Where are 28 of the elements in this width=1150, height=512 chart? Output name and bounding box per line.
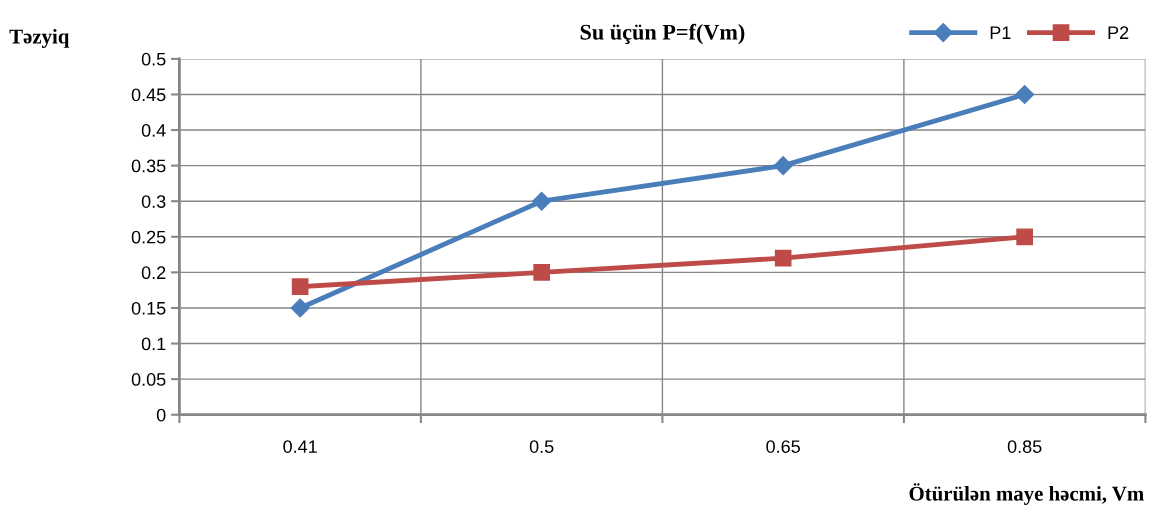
x-tick-label: 0.41 (283, 440, 317, 453)
legend-label: P2 (1108, 26, 1129, 39)
y-tick-label: 0.35 (131, 159, 166, 173)
y-tick-label: 0.1 (141, 337, 166, 351)
point (774, 249, 792, 267)
point (290, 298, 310, 318)
y-axis-title: Təzyiq (9, 28, 70, 48)
y-tick-label: 0.3 (141, 195, 166, 208)
x-tick-label: 0.5 (529, 440, 554, 453)
x-axis-title: Ötürülən maye həcmi, Vm (909, 483, 1144, 505)
legend-label: P1 (990, 26, 1011, 39)
y-tick-label: 0.05 (131, 373, 166, 386)
y-tick-label: 0.45 (131, 88, 166, 102)
y-tick-label: 0.15 (131, 301, 166, 315)
y-tick-label: 0.25 (131, 230, 166, 244)
point (773, 156, 793, 176)
y-tick-label: 0.4 (141, 123, 166, 137)
y-tick-label: 0.2 (141, 266, 166, 280)
x-tick-label: 0.85 (1007, 440, 1042, 453)
point (532, 191, 552, 211)
x-tick-label: 0.65 (766, 440, 800, 453)
point (291, 278, 309, 295)
point (1016, 228, 1033, 246)
y-tick-label: 0 (156, 408, 166, 422)
point (1015, 84, 1035, 104)
chart-title: Su üçün P=f(Vm) (580, 23, 745, 45)
y-tick-label: 0.5 (141, 52, 166, 66)
point (533, 264, 550, 281)
